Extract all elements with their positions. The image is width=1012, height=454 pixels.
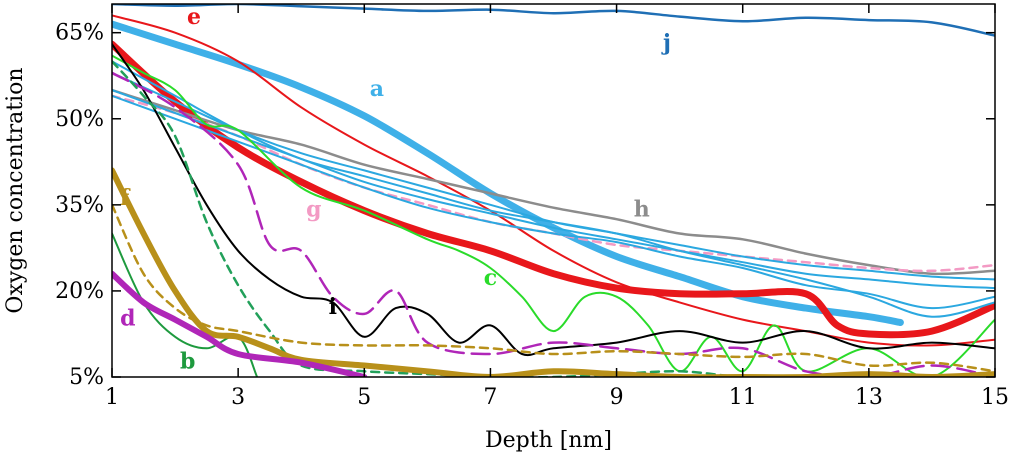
- series-line-unlabeled-9: [112, 60, 995, 318]
- series-line-c: [112, 54, 995, 377]
- x-tick-label: 9: [610, 385, 624, 410]
- series-line-g: [112, 94, 995, 273]
- x-tick-label: 15: [981, 385, 1009, 410]
- x-tick-label: 1: [105, 385, 119, 410]
- y-axis-label: Oxygen concentration: [3, 67, 28, 313]
- x-tick-label: 7: [483, 385, 497, 410]
- x-tick-label: 5: [357, 385, 371, 410]
- series-line-i: [112, 43, 995, 357]
- x-tick-label: 11: [729, 385, 757, 410]
- y-tick-label: 50%: [55, 107, 104, 132]
- series-label-f: f: [120, 185, 131, 211]
- series-line-unlabeled-12: [112, 71, 995, 377]
- series-label-e: e: [187, 4, 201, 30]
- series-line-unlabeled-7: [112, 89, 995, 290]
- series-label-i: i: [329, 294, 337, 320]
- series-line-h: [112, 88, 995, 276]
- axes: 1 3 5 7 9 11 13 155%20%35%50%65%Depth [nm]Oxyge…: [3, 3, 1009, 453]
- series-line-e: [112, 14, 995, 347]
- series-label-g: g: [306, 196, 321, 222]
- y-tick-label: 65%: [55, 21, 104, 46]
- plot-area: j a e h g c i b f d: [112, 4, 995, 377]
- x-tick-label: 13: [855, 385, 883, 410]
- series-label-j: j: [661, 30, 671, 56]
- series-line-j: [112, 4, 995, 37]
- series-label-b: b: [180, 348, 195, 374]
- series-label-d: d: [120, 305, 135, 331]
- series-line-unlabeled-3: [112, 40, 995, 339]
- y-tick-label: 35%: [55, 193, 104, 218]
- series-label-h: h: [634, 196, 650, 222]
- y-tick-label: 20%: [55, 279, 104, 304]
- series-line-a: [112, 20, 904, 326]
- x-axis-label: Depth [nm]: [485, 428, 612, 453]
- series-label-a: a: [370, 76, 384, 102]
- y-tick-label: 5%: [69, 365, 104, 390]
- x-tick-label: 3: [231, 385, 245, 410]
- series-label-c: c: [484, 265, 497, 291]
- plot-frame: [111, 3, 996, 378]
- series-line-d: [112, 270, 368, 377]
